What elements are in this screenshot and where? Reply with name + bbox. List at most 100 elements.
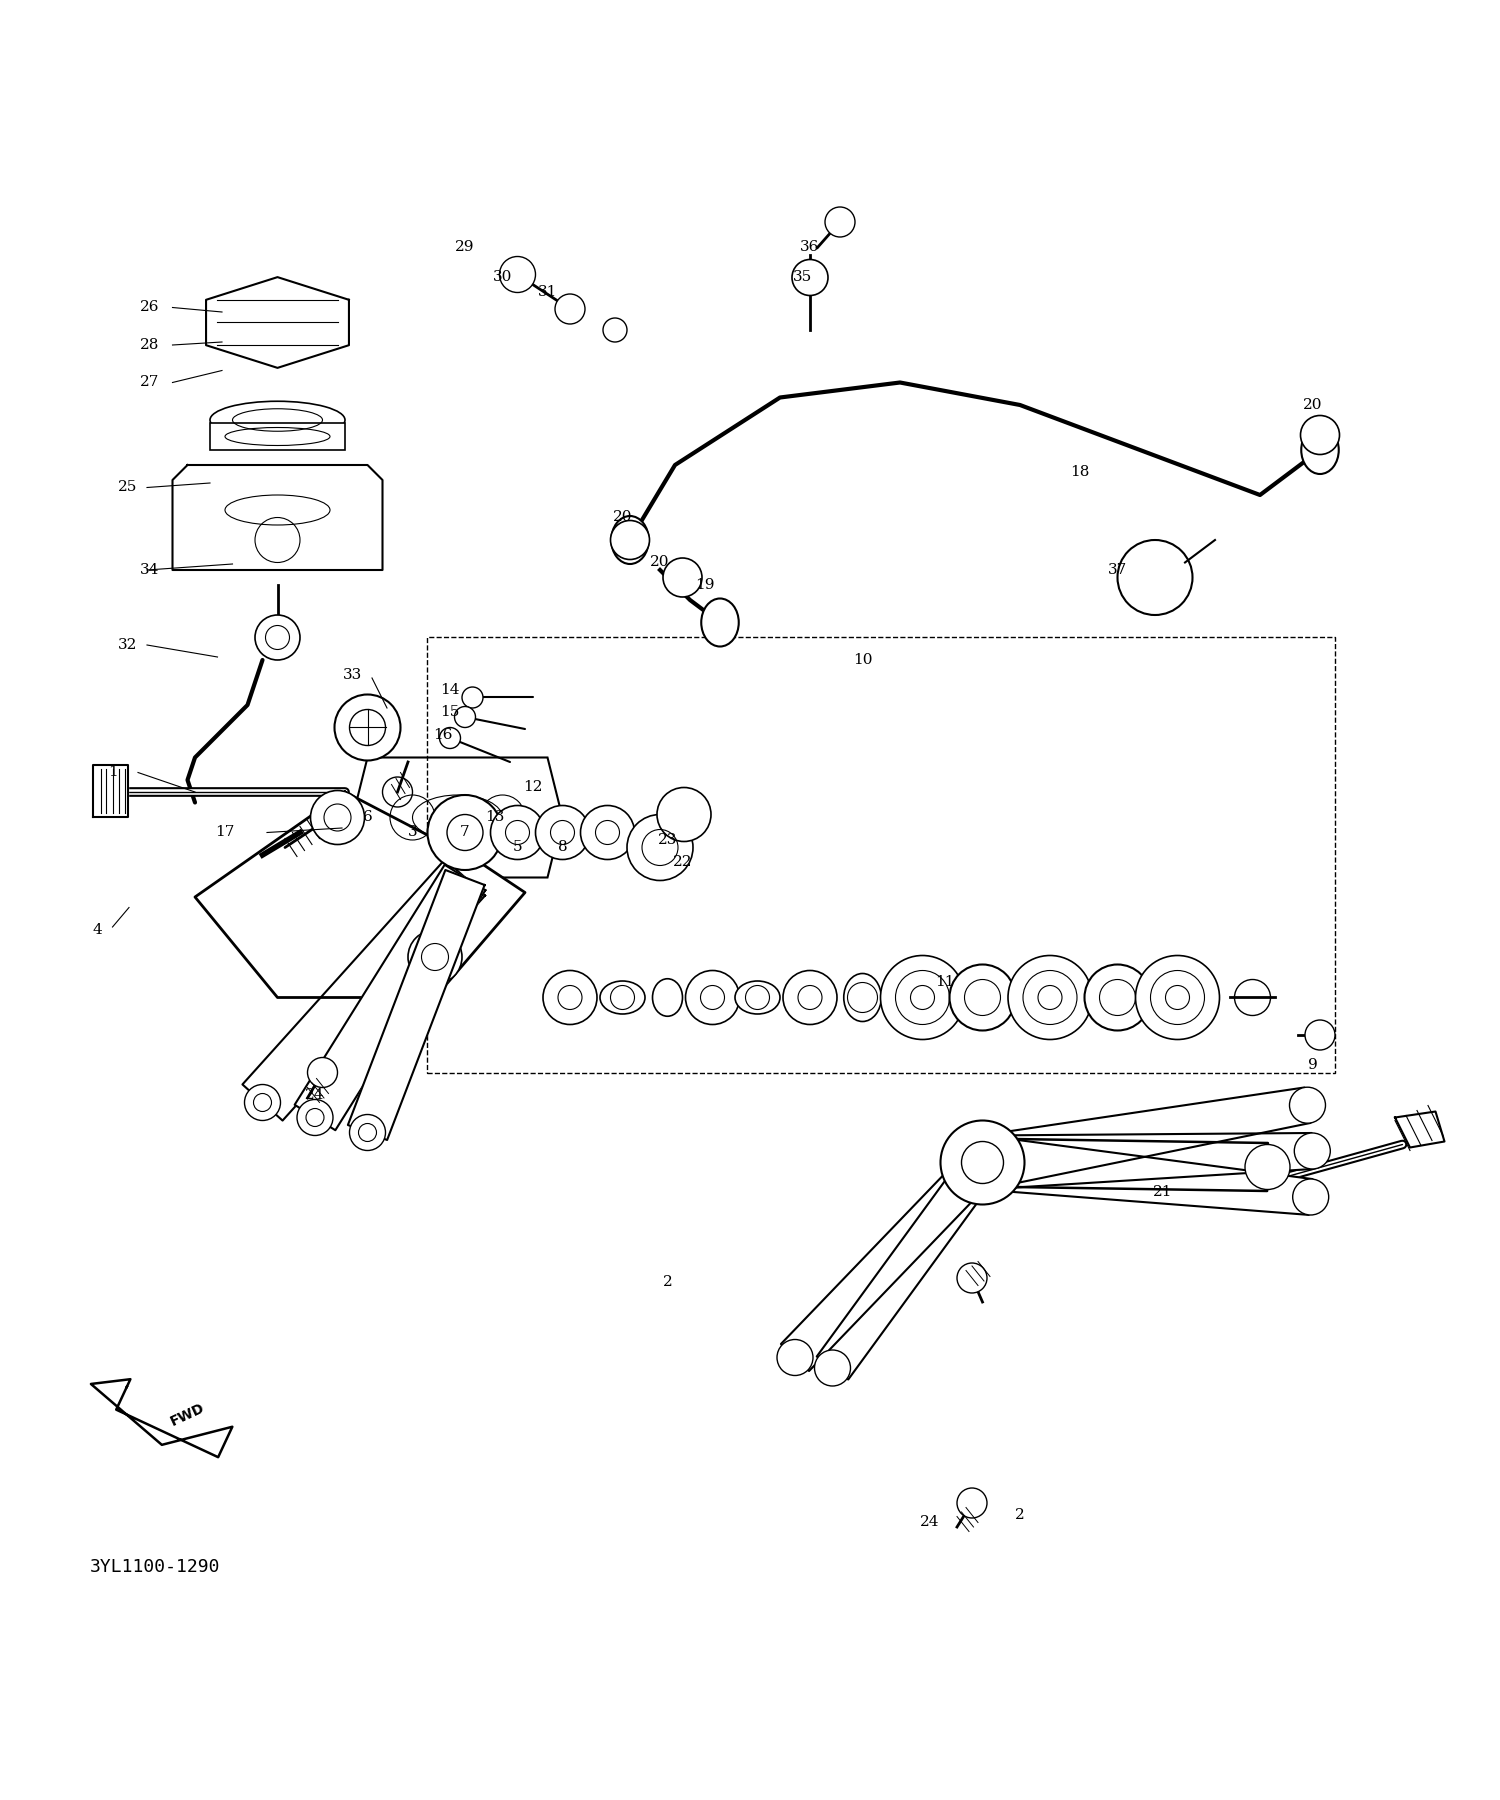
Ellipse shape	[700, 598, 738, 646]
Circle shape	[1300, 416, 1340, 454]
Ellipse shape	[735, 981, 780, 1013]
Polygon shape	[981, 1132, 1312, 1190]
Ellipse shape	[1300, 427, 1338, 473]
Polygon shape	[172, 464, 382, 571]
Text: 3YL1100-1290: 3YL1100-1290	[90, 1559, 220, 1577]
Polygon shape	[348, 869, 484, 1139]
Text: 37: 37	[1108, 563, 1126, 578]
Text: 20: 20	[651, 556, 669, 569]
Bar	[210, 423, 345, 450]
Ellipse shape	[843, 974, 882, 1021]
Ellipse shape	[652, 979, 682, 1017]
Circle shape	[1084, 965, 1150, 1030]
Polygon shape	[206, 277, 350, 367]
Circle shape	[490, 805, 544, 859]
Circle shape	[500, 256, 536, 292]
Circle shape	[1245, 1145, 1290, 1190]
Polygon shape	[294, 864, 486, 1130]
Text: 21: 21	[1152, 1186, 1173, 1199]
Circle shape	[777, 1339, 813, 1375]
Polygon shape	[92, 1379, 232, 1458]
Polygon shape	[195, 792, 525, 997]
Circle shape	[792, 259, 828, 295]
Polygon shape	[352, 758, 562, 877]
Circle shape	[1305, 1021, 1335, 1049]
Text: 24: 24	[920, 1516, 939, 1530]
Circle shape	[663, 558, 702, 598]
Bar	[427, 637, 1335, 1073]
Circle shape	[454, 706, 476, 727]
Circle shape	[1136, 956, 1220, 1040]
Polygon shape	[1395, 1111, 1444, 1148]
Text: 35: 35	[794, 270, 812, 284]
Circle shape	[627, 814, 693, 880]
Text: 10: 10	[852, 653, 871, 668]
Circle shape	[350, 1114, 386, 1150]
Polygon shape	[782, 1148, 996, 1372]
Text: 20: 20	[612, 511, 633, 524]
Circle shape	[1290, 1087, 1326, 1123]
Circle shape	[334, 695, 400, 760]
Text: 26: 26	[141, 301, 159, 315]
Text: 29: 29	[456, 241, 474, 254]
Text: 34: 34	[141, 563, 159, 578]
Circle shape	[1293, 1179, 1329, 1215]
Text: 27: 27	[141, 376, 159, 389]
Circle shape	[880, 956, 965, 1040]
Circle shape	[603, 319, 627, 342]
Circle shape	[783, 970, 837, 1024]
Text: 16: 16	[432, 727, 453, 742]
Text: 2: 2	[663, 1276, 672, 1289]
Text: 8: 8	[558, 841, 567, 855]
Text: 2: 2	[1016, 1508, 1025, 1523]
Text: 33: 33	[344, 668, 362, 682]
Circle shape	[815, 1350, 850, 1386]
Text: 1: 1	[108, 765, 117, 779]
Polygon shape	[816, 1150, 999, 1379]
Text: 14: 14	[441, 682, 459, 697]
Circle shape	[940, 1120, 1024, 1204]
Circle shape	[950, 965, 1016, 1030]
Circle shape	[255, 616, 300, 661]
Circle shape	[1008, 956, 1092, 1040]
Text: 25: 25	[118, 481, 136, 495]
Circle shape	[244, 1084, 280, 1120]
Circle shape	[686, 970, 740, 1024]
Text: 4: 4	[93, 923, 102, 938]
Text: 5: 5	[513, 841, 522, 855]
Circle shape	[957, 1264, 987, 1292]
Text: 24: 24	[306, 1087, 324, 1102]
Text: 20: 20	[1302, 398, 1323, 412]
Text: 12: 12	[522, 781, 543, 794]
Circle shape	[408, 931, 462, 985]
Text: 7: 7	[460, 826, 470, 839]
Polygon shape	[243, 859, 484, 1121]
Polygon shape	[978, 1087, 1311, 1190]
Polygon shape	[980, 1136, 1312, 1215]
Text: 15: 15	[441, 706, 459, 720]
Circle shape	[310, 790, 364, 844]
Text: 28: 28	[141, 338, 159, 353]
Text: 19: 19	[694, 578, 714, 592]
Text: 3: 3	[408, 826, 417, 839]
Text: 18: 18	[1071, 466, 1089, 479]
Ellipse shape	[600, 981, 645, 1013]
Text: 13: 13	[486, 810, 504, 824]
Circle shape	[555, 293, 585, 324]
Text: 31: 31	[538, 286, 556, 299]
Circle shape	[610, 520, 650, 560]
Ellipse shape	[612, 517, 648, 563]
Text: 32: 32	[118, 637, 136, 652]
Circle shape	[536, 805, 590, 859]
Circle shape	[297, 1100, 333, 1136]
Circle shape	[825, 207, 855, 238]
Circle shape	[957, 1489, 987, 1517]
Circle shape	[462, 688, 483, 707]
Polygon shape	[982, 1139, 1268, 1192]
Text: 9: 9	[1308, 1058, 1317, 1073]
Circle shape	[440, 727, 460, 749]
Circle shape	[657, 787, 711, 841]
Polygon shape	[93, 765, 128, 817]
Circle shape	[543, 970, 597, 1024]
Text: 23: 23	[658, 833, 676, 848]
